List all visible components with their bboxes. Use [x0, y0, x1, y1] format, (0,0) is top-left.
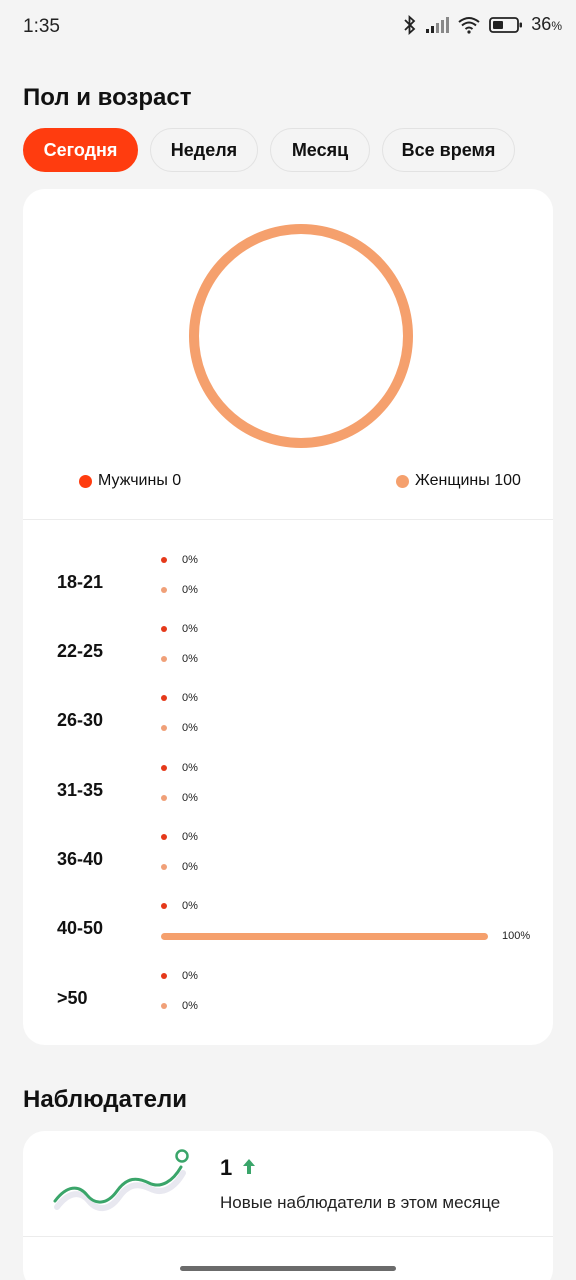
- watchers-card-divider: [23, 1236, 553, 1237]
- age-label: 18-21: [57, 572, 104, 592]
- age-bar-female: 0%: [161, 722, 198, 734]
- age-bar-male: 0%: [161, 692, 198, 704]
- watchers-description: Новые наблюдатели в этом месяце: [220, 1193, 501, 1212]
- male-bar-dot: [161, 626, 167, 632]
- tab-today[interactable]: Сегодня: [23, 128, 138, 172]
- female-bar-dot: [161, 864, 167, 870]
- male-percent: 0%: [182, 692, 198, 704]
- age-row: 36-40 0% 0%: [23, 831, 553, 891]
- age-row: >50 0% 0%: [23, 970, 553, 1030]
- battery-percentage: 36%: [531, 14, 562, 34]
- age-bar-female: 0%: [161, 792, 198, 804]
- watchers-count: 1: [220, 1155, 256, 1181]
- age-row: 18-21 0% 0%: [23, 554, 553, 614]
- legend-male-label: Мужчины 0: [98, 472, 182, 489]
- female-bar-dot: [161, 656, 167, 662]
- male-bar-dot: [161, 834, 167, 840]
- male-bar-dot: [161, 557, 167, 563]
- male-bar-dot: [161, 903, 167, 909]
- age-row: 26-30 0% 0%: [23, 692, 553, 752]
- age-row: 31-35 0% 0%: [23, 762, 553, 822]
- battery-icon: [489, 16, 523, 34]
- female-percent: 100%: [502, 930, 531, 942]
- female-percent: 0%: [182, 584, 198, 596]
- male-bar-dot: [161, 765, 167, 771]
- age-bar-female: 0%: [161, 861, 198, 873]
- male-bar-dot: [161, 695, 167, 701]
- watchers-count-value: 1: [220, 1155, 233, 1180]
- status-bar: 1:35: [0, 0, 576, 52]
- age-label: 36-40: [57, 849, 104, 869]
- legend-female-label: Женщины 100: [415, 472, 521, 489]
- female-bar-dot: [161, 1003, 167, 1009]
- tab-week[interactable]: Неделя: [150, 128, 258, 172]
- male-percent: 0%: [182, 554, 198, 566]
- tab-month[interactable]: Месяц: [270, 128, 370, 172]
- signal-icon: [425, 16, 450, 34]
- watchers-card[interactable]: 1 Новые наблюдатели в этом месяце: [23, 1131, 553, 1280]
- section-title-gender-age: Пол и возраст: [23, 84, 192, 111]
- female-percent: 0%: [182, 861, 198, 873]
- tab-all-time[interactable]: Все время: [382, 128, 515, 172]
- age-label: 22-25: [57, 641, 104, 661]
- female-percent: 0%: [182, 1000, 198, 1012]
- card-divider: [23, 519, 553, 520]
- home-indicator[interactable]: [180, 1266, 396, 1271]
- age-label: 40-50: [57, 918, 104, 938]
- male-bar-dot: [161, 973, 167, 979]
- male-percent: 0%: [182, 623, 198, 635]
- age-bar-male: 0%: [161, 554, 198, 566]
- period-tabs: Сегодня Неделя Месяц Все время: [23, 128, 515, 172]
- age-bar-female: 0%: [161, 1000, 198, 1012]
- age-bar-male: 0%: [161, 970, 198, 982]
- wifi-icon: [457, 16, 481, 34]
- bluetooth-icon: [403, 14, 417, 35]
- female-percent: 0%: [182, 792, 198, 804]
- male-percent: 0%: [182, 970, 198, 982]
- age-label: 26-30: [57, 710, 104, 730]
- male-percent: 0%: [182, 831, 198, 843]
- age-row: 22-25 0% 0%: [23, 623, 553, 683]
- female-percent: 0%: [182, 653, 198, 665]
- status-icons: 36%: [403, 14, 562, 35]
- status-time: 1:35: [23, 16, 60, 37]
- female-percent: 0%: [182, 722, 198, 734]
- age-bar-male: 0%: [161, 762, 198, 774]
- gender-age-card: Мужчины 0 Женщины 100 18-21 0% 0% 22-25 …: [23, 189, 553, 1045]
- age-bar-male: 0%: [161, 900, 198, 912]
- age-label: >50: [57, 988, 88, 1008]
- female-bar-fill: [161, 932, 488, 940]
- legend-female: Женщины 100: [396, 472, 521, 490]
- legend-female-dot: [396, 474, 409, 488]
- growth-sparkline-icon: [53, 1149, 189, 1211]
- female-bar-dot: [161, 795, 167, 801]
- age-bar-female: 0%: [161, 584, 198, 596]
- donut-slice-female: [189, 224, 413, 448]
- gender-donut-chart: [189, 224, 413, 448]
- male-percent: 0%: [182, 762, 198, 774]
- age-bar-female: 0%: [161, 653, 198, 665]
- arrow-up-icon: [242, 1155, 256, 1181]
- female-bar-dot: [161, 725, 167, 731]
- age-bar-female: 100%: [161, 930, 530, 942]
- female-bar-dot: [161, 587, 167, 593]
- legend-male-dot: [79, 474, 92, 488]
- age-bar-male: 0%: [161, 831, 198, 843]
- male-percent: 0%: [182, 900, 198, 912]
- age-row: 40-50 0% 100%: [23, 900, 553, 960]
- age-bar-male: 0%: [161, 623, 198, 635]
- section-title-watchers: Наблюдатели: [23, 1086, 188, 1113]
- age-label: 31-35: [57, 780, 104, 800]
- legend-male: Мужчины 0: [79, 472, 181, 490]
